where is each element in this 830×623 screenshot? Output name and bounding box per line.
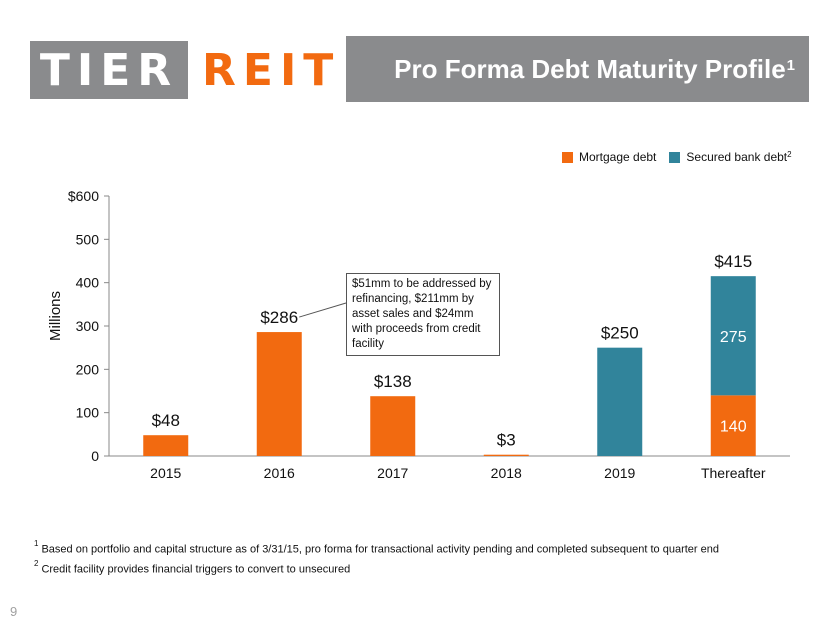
legend-item-mortgage: Mortgage debt: [562, 150, 656, 164]
page-number: 9: [10, 604, 18, 619]
bar-mortgage: [256, 332, 302, 456]
chart-legend: Mortgage debt Secured bank debt 2: [562, 150, 805, 164]
bar-mortgage: [710, 395, 756, 456]
bar-bank: [710, 276, 756, 396]
y-tick-label: 200: [76, 361, 100, 377]
total-value-label: $3: [497, 431, 516, 450]
logo-reit-text: REIT: [202, 44, 341, 96]
legend-label-mortgage: Mortgage debt: [579, 150, 657, 164]
bar-mortgage: [483, 454, 529, 456]
segment-value-label: 275: [720, 329, 747, 346]
y-tick-label: 0: [91, 448, 99, 464]
total-value-label: $48: [152, 411, 180, 430]
x-tick-label: 2016: [264, 465, 295, 481]
total-value-label: $415: [714, 252, 752, 271]
title-footnote-ref: 1: [786, 56, 795, 74]
bar-mortgage: [143, 435, 189, 456]
footnote-2-marker: 2: [34, 558, 39, 568]
total-value-label: $286: [260, 308, 298, 327]
y-tick-label: 100: [76, 405, 100, 421]
y-tick-label: 400: [76, 275, 100, 291]
tier-reit-logo: TIER REIT: [30, 41, 340, 99]
legend-swatch-mortgage: [562, 151, 573, 163]
y-tick-label: $600: [68, 188, 99, 204]
x-tick-label: 2017: [377, 465, 408, 481]
legend-swatch-bank: [669, 151, 681, 163]
y-axis-title: Millions: [47, 291, 64, 341]
callout-leader-line: [299, 302, 347, 318]
x-tick-label: Thereafter: [701, 465, 766, 481]
footnote-1-marker: 1: [34, 539, 39, 548]
bar-bank: [597, 347, 643, 456]
legend-bank-footnote-ref: 2: [787, 149, 792, 159]
x-tick-label: 2019: [604, 465, 635, 481]
footnote-2: 2Credit facility provides financial trig…: [34, 558, 719, 578]
x-tick-label: 2015: [150, 465, 181, 481]
bar-mortgage: [370, 396, 416, 456]
x-tick-label: 2018: [491, 465, 522, 481]
y-tick-label: 500: [76, 231, 100, 247]
total-value-label: $250: [601, 324, 639, 343]
footnote-1-text: Based on portfolio and capital structure…: [41, 543, 719, 556]
logo-tier-text: TIER: [30, 41, 188, 99]
legend-label-bank: Secured bank debt: [686, 150, 788, 164]
callout-note: $51mm to be addressed by refinancing, $2…: [346, 273, 500, 356]
segment-value-label: 140: [720, 419, 747, 436]
title-banner: Pro Forma Debt Maturity Profile 1: [346, 36, 809, 102]
page-title: Pro Forma Debt Maturity Profile: [394, 53, 786, 84]
y-tick-label: 300: [76, 318, 100, 334]
legend-item-bank: Secured bank debt 2: [669, 149, 792, 164]
footnotes: 1Based on portfolio and capital structur…: [34, 538, 719, 577]
total-value-label: $138: [374, 372, 412, 391]
footnote-1: 1Based on portfolio and capital structur…: [34, 538, 719, 558]
footnote-2-text: Credit facility provides financial trigg…: [41, 563, 351, 576]
